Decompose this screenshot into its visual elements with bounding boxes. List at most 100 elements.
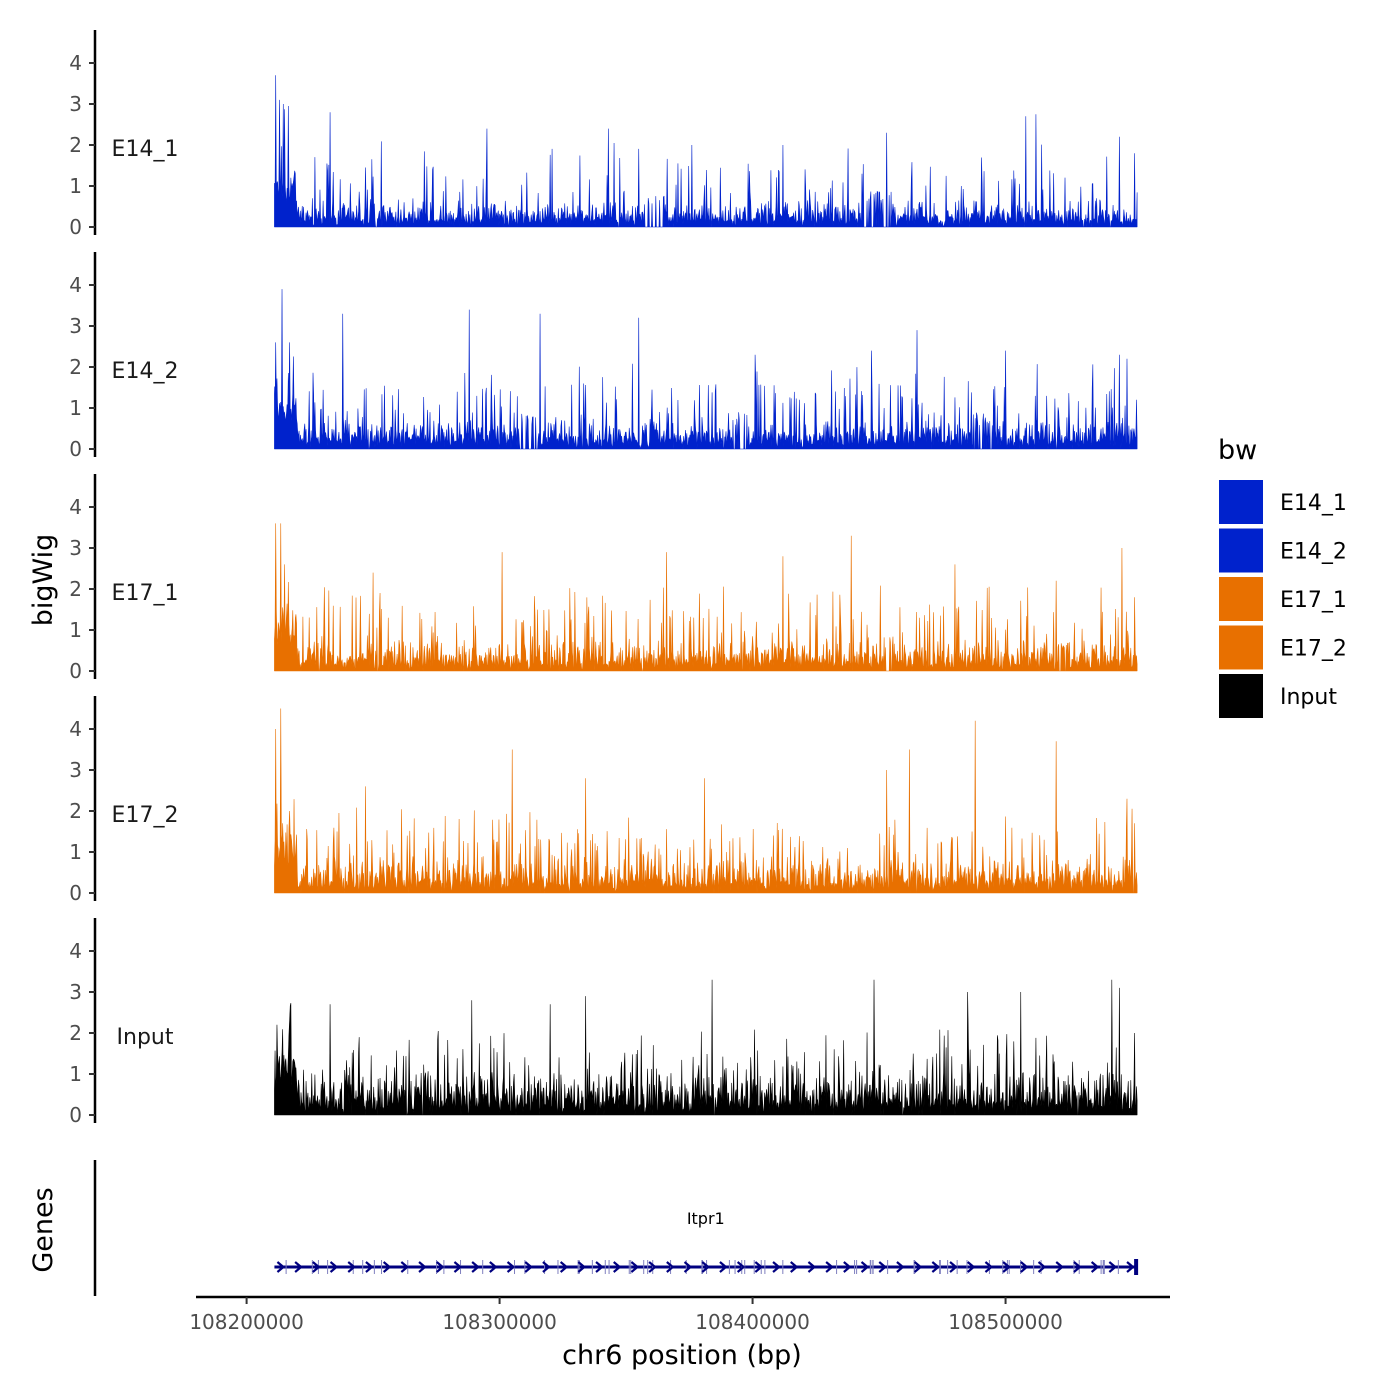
y-tick-label: 4 [69,717,82,741]
strand-arrow [807,1261,817,1273]
strand-arrow [648,1261,657,1273]
track-label: E14_1 [112,137,179,162]
y-tick-label: 2 [69,799,82,823]
track-e17-2: 0 1 2 3 4 E17_2 [69,696,1138,905]
y-tick-label: 4 [69,51,82,75]
y-tick-label: 2 [69,577,82,601]
coverage-area [274,708,1138,894]
strand-arrow [418,1261,427,1273]
legend-swatch [1219,625,1263,670]
y-tick-label: 1 [69,1062,82,1086]
y-tick-label: 4 [69,273,82,297]
coverage-tracks: 0 1 2 3 4 E14_1 0 1 2 3 4 E14_2 0 1 2 3 4 E17_1 0 1 2 3 4 E17_2… [69,30,1138,1127]
strand-arrow [613,1261,622,1273]
strand-arrow [772,1261,781,1273]
y-tick-label: 0 [69,1103,82,1127]
legend-entry-e17-1: E17_1 [1219,577,1347,621]
y-tick-label: 3 [69,536,82,560]
strand-arrow [276,1261,286,1273]
strand-arrow [382,1261,392,1273]
y-tick-label: 0 [69,215,82,239]
legend-swatch [1219,480,1263,524]
strand-arrow [1020,1261,1029,1273]
legend-label: E14_2 [1280,540,1347,565]
x-tick-label: 108400000 [695,1310,810,1334]
strand-arrow [365,1261,374,1273]
legend-entry-e14-2: E14_2 [1219,528,1347,573]
strand-arrow [666,1261,675,1273]
strand-arrow [506,1261,516,1273]
y-tick-label: 2 [69,133,82,157]
strand-arrow [577,1261,587,1273]
x-axis: 108200000 108300000 108400000 108500000 [189,1295,1170,1334]
coverage-area [274,289,1138,450]
strand-arrow [1037,1261,1047,1273]
strand-arrow [1090,1261,1100,1273]
y-tick-label: 3 [69,980,82,1004]
strand-arrow [489,1261,498,1273]
legend-entry-e14-1: E14_1 [1219,480,1347,524]
y-tick-label: 3 [69,314,82,338]
strand-arrow [400,1261,410,1273]
genes-track: Itpr1 [93,1160,1139,1296]
coverage-area [274,523,1138,672]
strand-arrow [542,1261,551,1273]
strand-arrow [630,1261,640,1273]
strand-arrow [984,1261,994,1273]
strand-arrow [312,1261,321,1273]
legend-entry-input: Input [1219,674,1337,718]
legend-entry-e17-2: E17_2 [1219,625,1347,670]
legend-label: E14_1 [1280,491,1347,516]
strand-arrow [524,1261,533,1273]
gene-label: Itpr1 [687,1209,725,1228]
y-tick-label: 2 [69,1021,82,1045]
y-tick-label: 0 [69,437,82,461]
strand-arrow [559,1261,569,1273]
strand-arrow [329,1261,339,1273]
strand-arrow [1055,1261,1064,1273]
strand-arrow [701,1261,710,1273]
strand-arrow [1002,1261,1011,1273]
y-tick-label: 1 [69,396,82,420]
y-tick-label: 0 [69,659,82,683]
y-tick-label: 1 [69,174,82,198]
strand-arrow [825,1261,834,1273]
strand-arrow [347,1261,356,1273]
strand-arrow [453,1261,463,1273]
x-tick-label: 108500000 [948,1310,1063,1334]
legend-label: E17_1 [1280,588,1347,613]
track-label: E17_1 [112,581,179,606]
y-tick-label: 1 [69,840,82,864]
legend-title: bw [1218,435,1257,466]
strand-arrow [896,1261,905,1273]
strand-arrow [436,1261,445,1273]
strand-arrow [294,1261,303,1273]
legend-label: E17_2 [1280,637,1347,662]
legend-swatch [1219,528,1263,573]
track-input: 0 1 2 3 4 Input [69,918,1138,1127]
gene-itpr1: Itpr1 [274,1209,1139,1275]
strand-arrow [790,1261,799,1273]
strand-arrow [878,1261,887,1273]
y-axis-title: bigWig [28,534,59,627]
strand-arrow [949,1261,958,1273]
y-tick-label: 1 [69,618,82,642]
y-tick-label: 2 [69,355,82,379]
track-e14-1: 0 1 2 3 4 E14_1 [69,30,1138,239]
strand-arrow [967,1261,976,1273]
strand-arrow [595,1261,604,1273]
legend-swatch [1219,577,1263,621]
track-e14-2: 0 1 2 3 4 E14_2 [69,252,1138,461]
y-tick-label: 3 [69,92,82,116]
track-e17-1: 0 1 2 3 4 E17_1 [69,474,1138,683]
strand-arrow [931,1261,941,1273]
legend: bw E14_1 E14_2 E17_1 E17_2 Input [1218,435,1347,718]
y-tick-label: 3 [69,758,82,782]
strand-arrow [1073,1261,1082,1273]
strand-arrow [471,1261,480,1273]
legend-label: Input [1280,685,1337,710]
strand-arrow [683,1261,693,1273]
x-axis-title: chr6 position (bp) [562,1340,802,1371]
